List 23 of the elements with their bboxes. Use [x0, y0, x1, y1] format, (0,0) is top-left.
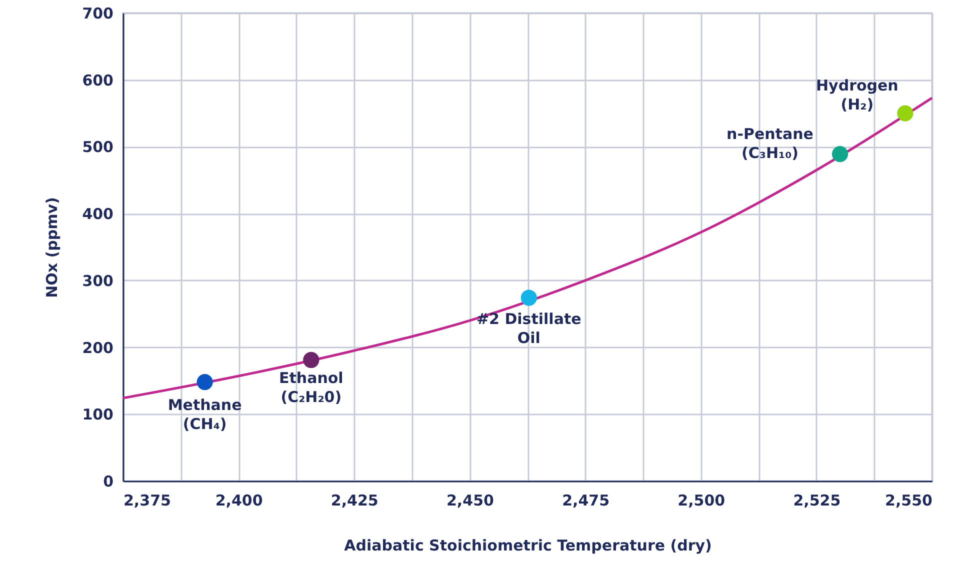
x-tick-label: 2,400 — [215, 492, 263, 510]
x-tick-label: 2,450 — [446, 492, 494, 510]
x-tick-label: 2,375 — [124, 492, 171, 510]
y-tick-label: 600 — [82, 71, 114, 90]
x-axis-title: Adiabatic Stoichiometric Temperature (dry) — [344, 536, 712, 554]
y-tick-label: 0 — [103, 472, 114, 490]
x-tick-label: 2,475 — [562, 492, 610, 510]
y-axis-title: NOx (ppmv) — [43, 197, 62, 298]
x-tick-label: 2,550 — [885, 492, 932, 510]
x-tick-label: 2,425 — [330, 492, 378, 510]
annotation: Ethanol (C₂H₂0) — [278, 368, 344, 406]
annotation: #2 Distillate Oil — [476, 310, 582, 347]
x-tick-label: 2,525 — [793, 492, 841, 510]
y-tick-label: 700 — [82, 4, 114, 22]
annotation: Methane (CH₄) — [168, 396, 242, 434]
y-tick-label: 400 — [82, 205, 114, 224]
annotation: Hydrogen (H₂) — [816, 76, 898, 114]
y-tick-label: 300 — [82, 272, 114, 290]
y-tick-label: 200 — [82, 338, 114, 357]
x-tick-label: 2,500 — [678, 492, 726, 510]
annotation: n-Pentane (C₃H₁₀) — [726, 125, 814, 162]
y-tick-label: 100 — [82, 406, 114, 424]
y-tick-label: 500 — [82, 138, 114, 156]
